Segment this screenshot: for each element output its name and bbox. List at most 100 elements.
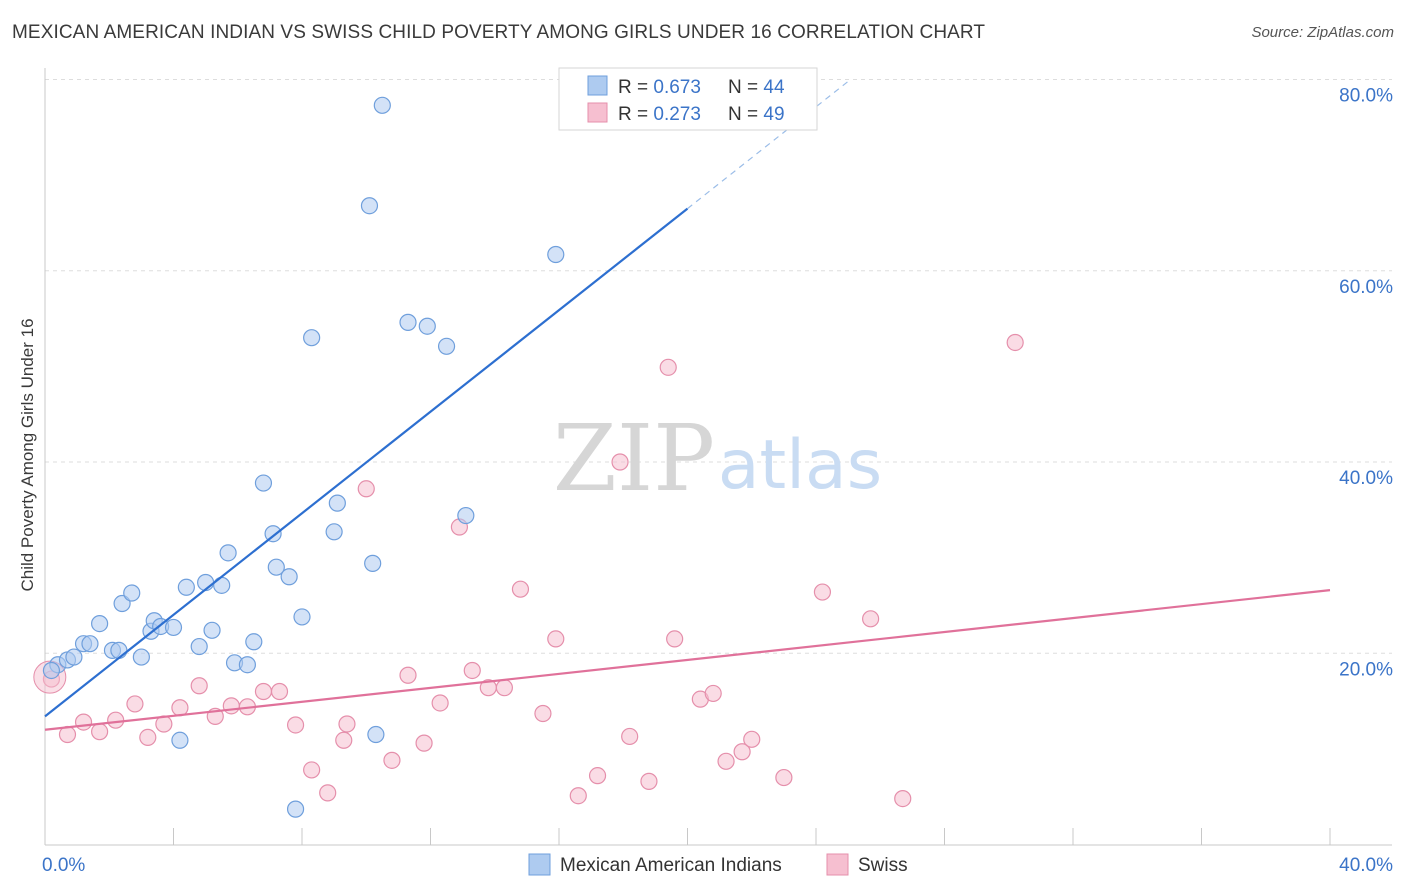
data-point	[254, 474, 273, 492]
data-point	[286, 716, 305, 734]
data-point	[534, 704, 552, 723]
data-point	[91, 615, 109, 633]
data-point	[463, 661, 481, 680]
data-point	[280, 568, 298, 586]
data-point	[733, 743, 751, 761]
data-point	[132, 648, 150, 666]
data-point	[437, 337, 456, 355]
y-tick-label: 80.0%	[1339, 86, 1393, 107]
chart-title: MEXICAN AMERICAN INDIAN VS SWISS CHILD P…	[12, 22, 986, 43]
data-point	[171, 731, 189, 749]
data-point	[126, 695, 144, 713]
data-point	[254, 682, 273, 701]
data-point	[264, 525, 282, 543]
stats-row-pink: R = 0.273 N = 49	[618, 104, 785, 125]
data-point	[190, 677, 208, 695]
stats-box: R = 0.673 N = 44 R = 0.273 N = 49	[558, 67, 818, 131]
data-point	[367, 725, 385, 744]
data-point	[303, 329, 321, 347]
data-point	[270, 682, 289, 701]
trend-lines	[44, 80, 1331, 731]
stats-swatch-pink	[587, 102, 608, 123]
stats-n-label: N =	[728, 104, 763, 125]
data-point	[364, 554, 382, 572]
data-point	[659, 358, 677, 376]
data-point	[399, 313, 417, 331]
data-point	[319, 784, 337, 802]
y-tick-label: 20.0%	[1339, 659, 1393, 680]
stats-swatch-blue	[587, 75, 608, 96]
stats-r-label: R =	[618, 104, 653, 125]
watermark-zip: ZIP	[553, 405, 715, 512]
data-point	[42, 661, 61, 680]
data-point	[238, 656, 256, 674]
y-tick-label: 60.0%	[1339, 277, 1393, 298]
data-point	[164, 618, 183, 637]
data-point	[1006, 333, 1024, 352]
data-point	[91, 723, 109, 741]
data-point	[611, 453, 629, 471]
data-point	[338, 715, 356, 733]
trend-line-extension	[687, 80, 849, 210]
stats-r-label: R =	[618, 77, 653, 98]
data-point	[621, 727, 639, 746]
data-point	[640, 772, 658, 790]
data-point	[203, 621, 221, 639]
data-point	[335, 731, 353, 749]
data-point	[113, 594, 131, 613]
tick-labels: 20.0% 40.0% 60.0% 80.0% 0.0% 40.0%	[42, 86, 1393, 877]
data-point	[894, 789, 912, 808]
data-point	[813, 583, 832, 601]
legend-swatch-mexican-american-indians	[528, 853, 551, 876]
data-point	[431, 694, 449, 712]
data-point	[547, 245, 565, 264]
data-point	[666, 630, 684, 648]
watermark-atlas: atlas	[718, 426, 882, 505]
data-point	[862, 610, 880, 628]
data-point	[704, 684, 722, 703]
legend-swatch-swiss	[826, 853, 849, 876]
data-point	[245, 633, 263, 651]
legend-label-mexican-american-indians: Mexican American Indians	[560, 855, 782, 876]
source-label: Source: ZipAtlas.com	[1251, 24, 1394, 41]
data-point	[65, 648, 83, 666]
data-point	[383, 751, 401, 769]
data-point	[328, 494, 346, 512]
y-axis-title: Child Poverty Among Girls Under 16	[18, 318, 37, 592]
data-point	[360, 197, 379, 215]
data-point	[373, 96, 391, 114]
data-point	[177, 578, 195, 596]
data-point	[293, 608, 311, 626]
data-point	[775, 768, 793, 787]
x-tick-label: 40.0%	[1339, 855, 1393, 876]
stats-r-value: 0.273	[653, 104, 701, 125]
data-point	[107, 711, 125, 729]
stats-row-blue: R = 0.673 N = 44	[618, 77, 785, 98]
data-point	[547, 630, 565, 648]
data-point	[267, 558, 285, 576]
watermark: ZIP atlas	[553, 405, 882, 512]
stats-n-label: N =	[728, 77, 763, 98]
data-point	[286, 800, 305, 818]
data-point	[399, 666, 417, 684]
stats-n-value: 44	[763, 77, 785, 98]
stats-n-value: 49	[763, 104, 784, 125]
trend-line-mexican-american-indians	[44, 207, 689, 718]
data-point	[588, 767, 607, 785]
stats-r-value: 0.673	[653, 77, 701, 98]
data-point	[219, 544, 237, 562]
data-point	[325, 523, 343, 541]
mexican-american-indians-points	[42, 96, 565, 818]
data-point	[357, 480, 375, 498]
data-point	[74, 713, 93, 731]
data-point	[415, 734, 433, 752]
data-point	[139, 728, 157, 747]
grid-lines	[45, 79, 1392, 654]
data-point	[418, 317, 436, 335]
data-point	[569, 787, 587, 805]
data-point	[110, 641, 128, 659]
data-point	[303, 761, 321, 779]
data-point	[123, 584, 141, 602]
legend-label-swiss: Swiss	[858, 855, 908, 876]
